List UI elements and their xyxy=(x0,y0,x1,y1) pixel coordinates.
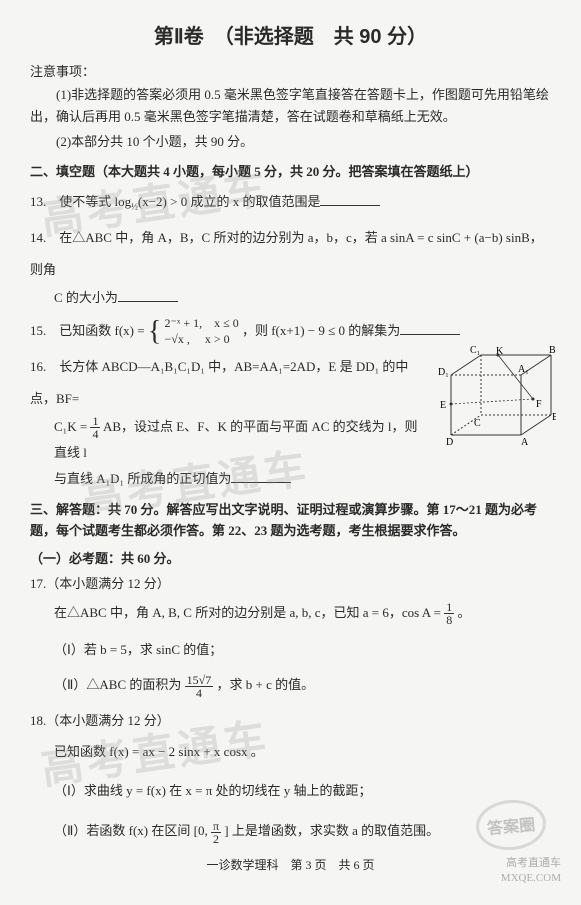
q16-fraction: 1 4 xyxy=(90,415,100,440)
q15-blank xyxy=(400,322,460,335)
q17-area-den: 4 xyxy=(185,687,214,699)
q18-body: 已知函数 f(x) = ax − 2 sinx + x cosx 。 xyxy=(54,739,551,765)
required-questions-header: （一）必考题：共 60 分。 xyxy=(30,548,551,567)
q16-line2: C₁K = 1 4 AB，设过点 E、F、K 的平面与平面 AC 的交线为 l，… xyxy=(54,414,421,467)
notice-2: (2)本部分共 10 个小题，共 90 分。 xyxy=(30,131,551,153)
cube-label-D: D xyxy=(446,437,453,448)
q18-ii-pre: （Ⅱ）若函数 f(x) 在区间 [0, xyxy=(54,823,211,838)
q17-cosA-den: 8 xyxy=(444,614,454,626)
q15-pre: 15. 已知函数 f(x) = xyxy=(30,323,148,338)
q17-ii-post: ，求 b + c 的值。 xyxy=(216,677,314,692)
q16-line1: 16. 长方体 ABCD—A₁B₁C₁D₁ 中，AB=AA₁=2AD，E 是 D… xyxy=(30,351,421,413)
page-footer: 一诊数学理科 第 3 页 共 6 页 xyxy=(30,856,551,873)
q17-area-frac: 15√7 4 xyxy=(185,674,214,699)
q13-text-mid: (x−2) > 0 成立的 x 的取值范围是 xyxy=(138,194,321,209)
cube-label-A: A xyxy=(521,437,529,448)
page-title: 第Ⅱ卷 （非选择题 共 90 分） xyxy=(30,20,551,49)
cube-label-C1: C₁ xyxy=(470,345,480,356)
cube-label-F: F xyxy=(536,399,542,410)
q13-blank xyxy=(320,193,380,206)
brace-icon: { xyxy=(148,321,161,343)
q15-piecewise: 2⁻ˣ + 1, x ≤ 0 −√x , x > 0 xyxy=(165,316,239,347)
cube-label-D1: D₁ xyxy=(438,367,449,378)
q17-part-ii: （Ⅱ）△ABC 的面积为 15√7 4 ，求 b + c 的值。 xyxy=(54,671,551,700)
q16-line2-post: AB，设过点 E、F、K 的平面与平面 AC 的交线为 l，则直线 l xyxy=(54,419,418,461)
section-2-header: 二、填空题（本大题共 4 小题，每小题 5 分，共 20 分。把答案填在答题纸上… xyxy=(30,161,551,180)
q14-line2-text: C 的大小为 xyxy=(54,290,118,305)
q14-blank xyxy=(118,289,178,302)
question-17: 17.（本小题满分 12 分） 在△ABC 中，角 A, B, C 所对的边分别… xyxy=(30,573,551,700)
q16-line3-text: 与直线 A₁D₁ 所成角的正切值为 xyxy=(54,471,231,486)
notice-1: (1)非选择题的答案必须用 0.5 毫米黑色签字笔直接答在答题卡上，作图题可先用… xyxy=(30,84,551,128)
q16-line3: 与直线 A₁D₁ 所成角的正切值为 xyxy=(54,466,421,492)
q15-case1: 2⁻ˣ + 1, x ≤ 0 xyxy=(165,316,239,332)
section-3-header: 三、解答题：共 70 分。解答应写出文字说明、证明过程或演算步骤。第 17～21… xyxy=(30,500,551,542)
watermark-small-1: 高考直通车 xyxy=(501,856,561,870)
watermark-small: 高考直通车 MXQE.COM xyxy=(501,856,561,885)
watermark-small-2: MXQE.COM xyxy=(501,871,561,885)
q16-line2-pre: C₁K = xyxy=(54,419,90,434)
q17-body: 在△ABC 中，角 A, B, C 所对的边分别是 a, b, c，已知 a =… xyxy=(54,600,551,627)
q18-header: 18.（本小题满分 12 分） xyxy=(30,710,551,729)
question-13: 13. 使不等式 log½(x−2) > 0 成立的 x 的取值范围是 xyxy=(30,186,551,218)
q17-header: 17.（本小题满分 12 分） xyxy=(30,573,551,592)
cube-diagram: D A C B D₁ A₁ C₁ B₁ E F K xyxy=(436,340,556,450)
q18-ii-frac-num: π xyxy=(211,820,221,833)
q17-part-i: （Ⅰ）若 b = 5，求 sinC 的值； xyxy=(54,636,551,665)
q14-line1: 14. 在△ABC 中，角 A，B，C 所对的边分别为 a，b，c，若 a si… xyxy=(30,222,551,284)
q17-area-num: 15√7 xyxy=(185,674,214,687)
question-18: 18.（本小题满分 12 分） 已知函数 f(x) = ax − 2 sinx … xyxy=(30,710,551,846)
cube-label-E: E xyxy=(440,400,446,411)
q17-cosA-frac: 1 8 xyxy=(444,601,454,626)
q17-ii-pre: （Ⅱ）△ABC 的面积为 xyxy=(54,677,185,692)
cube-svg: D A C B D₁ A₁ C₁ B₁ E F K xyxy=(436,340,556,450)
q13-text-pre: 13. 使不等式 log xyxy=(30,194,131,209)
notice-header: 注意事项： xyxy=(30,61,551,80)
q13-log-base: ½ xyxy=(131,202,138,212)
q18-ii-frac-den: 2 xyxy=(211,833,221,845)
q18-ii-frac: π 2 xyxy=(211,820,221,845)
cube-label-B: B xyxy=(552,412,556,423)
q15-case2: −√x , x > 0 xyxy=(165,332,239,348)
cube-label-A1: A₁ xyxy=(518,364,529,375)
q15-post: ，则 f(x+1) − 9 ≤ 0 的解集为 xyxy=(242,323,400,338)
q18-part-i: （Ⅰ）求曲线 y = f(x) 在 x = π 处的切线在 y 轴上的截距； xyxy=(54,777,551,806)
q14-line2: C 的大小为 xyxy=(54,285,551,311)
q16-blank xyxy=(231,470,291,483)
q17-body-pre: 在△ABC 中，角 A, B, C 所对的边分别是 a, b, c，已知 a =… xyxy=(54,605,444,620)
cube-label-C: C xyxy=(474,418,481,429)
q18-ii-post: ] 上是增函数，求实数 a 的取值范围。 xyxy=(224,823,439,838)
question-14: 14. 在△ABC 中，角 A，B，C 所对的边分别为 a，b，c，若 a si… xyxy=(30,222,551,310)
q17-body-post: 。 xyxy=(457,605,470,620)
cube-label-B1: B₁ xyxy=(549,345,556,356)
q16-frac-den: 4 xyxy=(90,428,100,440)
